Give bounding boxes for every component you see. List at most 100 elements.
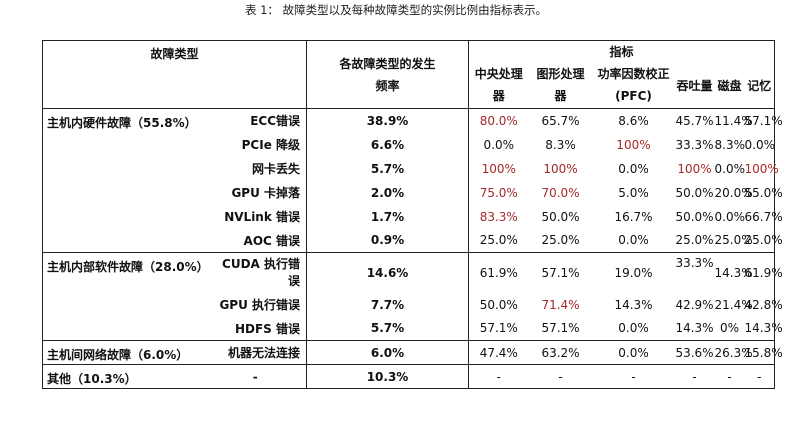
- metric-cell-pfc: 100%: [616, 137, 651, 152]
- metric-cell-thr: 45.7%: [675, 113, 714, 128]
- metric-cell-pfc: 8.6%: [618, 113, 649, 128]
- table-caption: 表 1： 故障类型以及每种故障类型的实例比例由指标表示。: [244, 3, 548, 17]
- occurrence-rate-cell: 0.9%: [306, 228, 470, 253]
- header-memory: 记忆: [744, 62, 776, 109]
- metric-cell-cpu: 61.9%: [479, 265, 518, 280]
- header-cpu: 中央处理器: [468, 62, 529, 109]
- occurrence-rate-cell: 6.0%: [306, 340, 470, 365]
- metric-cell-disk: 21.4%: [714, 297, 753, 312]
- metric-cell-thr: 42.9%: [675, 297, 714, 312]
- metric-cell-gpu: 57.1%: [541, 265, 580, 280]
- table-row: AOC 错误 0.9% 25.0% 25.0% 0.0% 25.0% 25.0% 25.0%: [43, 228, 783, 253]
- metric-cell-disk: 8.3%: [714, 137, 746, 152]
- metric-cell-pfc: -: [592, 364, 675, 389]
- metric-cell-thr: 100%: [677, 161, 712, 176]
- metric-cell-gpu: 100%: [543, 161, 578, 176]
- metric-cell-pfc: 16.7%: [614, 209, 653, 224]
- metric-cell-mem: 100%: [744, 156, 779, 181]
- metric-cell-mem: -: [744, 364, 776, 389]
- occurrence-rate-cell: 14.6%: [306, 252, 470, 293]
- fault-subtype-label: 机器无法连接: [210, 340, 308, 365]
- table-row: NVLink 错误 1.7% 83.3% 50.0% 16.7% 50.0% 0.0% 66.…: [43, 204, 783, 229]
- metric-cell-mem: 42.8%: [744, 292, 783, 317]
- fault-subtype-label: NVLink 错误: [210, 204, 308, 229]
- metric-cell-thr: 14.3%: [674, 316, 715, 341]
- fault-metrics-table: 故障类型 各故障类型的发生频率 指标 中央处理器 图形处理器 功率因数校正 (P…: [41, 40, 783, 389]
- metric-cell-cpu: 50.0%: [479, 297, 518, 312]
- metric-cell-disk: -: [714, 364, 745, 389]
- occurrence-rate-cell: 6.6%: [306, 132, 470, 157]
- table-row: GPU 卡掉落 2.0% 75.0% 70.0% 5.0% 50.0% 20.0% 55.0%: [43, 180, 783, 205]
- header-pfc: 功率因数校正 (PFC): [592, 62, 675, 109]
- metric-cell-cpu: 100%: [481, 161, 516, 176]
- metric-cell-disk: 0.0%: [714, 161, 746, 176]
- fault-subtype-label: ECC错误: [210, 108, 308, 133]
- fault-category-label: 主机间网络故障（6.0%）: [42, 340, 211, 365]
- metric-cell-mem: 61.9%: [744, 252, 783, 293]
- header-rate: 各故障类型的发生频率: [306, 40, 470, 109]
- metric-cell-gpu: 70.0%: [541, 185, 580, 200]
- metric-cell-gpu: 71.4%: [541, 297, 580, 312]
- metric-cell-pfc: 0.0%: [592, 316, 675, 341]
- metric-cell-thr: -: [674, 364, 715, 389]
- table-row: 其他（10.3%） -10.3% - - - - - -: [42, 364, 776, 389]
- fault-subtype-label: CUDA 执行错误: [210, 252, 308, 293]
- metric-cell-gpu: 57.1%: [528, 316, 593, 341]
- fault-subtype-label: PCIe 降级: [210, 132, 308, 157]
- table-row: PCIe 降级 6.6% 0.0% 8.3% 100% 33.3% 8.3% 0.0%: [43, 132, 776, 157]
- occurrence-rate-cell: 1.7%: [306, 204, 470, 229]
- metric-cell-mem: 25.0%: [744, 228, 783, 253]
- metric-cell-mem: 0.0%: [744, 132, 776, 157]
- metric-cell-disk: 0.0%: [714, 209, 746, 224]
- metric-cell-mem: 57.1%: [744, 108, 783, 133]
- header-throughput: 吞吐量: [674, 62, 715, 109]
- metric-cell-cpu: 47.4%: [468, 340, 529, 365]
- metric-cell-cpu: 57.1%: [468, 316, 529, 341]
- table-row: 主机内部软件故障（28.0%） CUDA 执行错误 14.6% 61.9% 57.1% 1…: [42, 252, 783, 341]
- header-metrics: 指标: [468, 40, 776, 63]
- header-gpu: 图形处理器: [528, 62, 593, 109]
- metric-cell-pfc: 0.0%: [592, 340, 675, 365]
- metric-cell-disk: 20.0%: [714, 185, 753, 200]
- occurrence-rate-cell: 5.7%: [306, 156, 470, 181]
- metric-cell-disk: 25.0%: [714, 228, 753, 253]
- metric-cell-mem: 66.7%: [744, 204, 783, 229]
- metric-cell-pfc: 0.0%: [592, 228, 675, 253]
- metric-cell-pfc: 14.3%: [614, 297, 653, 312]
- metric-cell-disk: 26.3%: [714, 340, 753, 365]
- table-row: GPU 执行错误 7.7% 50.0% 71.4% 14.3% 42.9% 21.4% 42.…: [43, 292, 783, 317]
- metric-cell-thr: 50.0%: [675, 209, 714, 224]
- metric-cell-mem: 14.3%: [744, 316, 783, 341]
- metric-cell-cpu: -: [468, 364, 529, 389]
- metric-cell-pfc: 0.0%: [618, 161, 649, 176]
- metric-cell-gpu: 50.0%: [541, 209, 580, 224]
- metric-cell-cpu: 25.0%: [468, 228, 529, 253]
- fault-subtype-label: -: [210, 364, 308, 389]
- occurrence-rate-cell: 7.7%: [306, 292, 470, 317]
- metric-cell-thr: 33.3%: [675, 256, 714, 270]
- metric-cell-mem: 15.8%: [744, 340, 783, 365]
- metric-cell-pfc: 19.0%: [614, 265, 653, 280]
- metric-cell-gpu: -: [528, 364, 593, 389]
- metric-cell-gpu: 8.3%: [545, 137, 576, 152]
- metric-cell-thr: 53.6%: [674, 340, 715, 365]
- metric-cell-mem: 55.0%: [744, 180, 783, 205]
- header-fault-type: 故障类型: [41, 40, 308, 109]
- metric-cell-cpu: 80.0%: [479, 113, 518, 128]
- metric-cell-gpu: 65.7%: [541, 113, 580, 128]
- metric-cell-disk: 14.3%: [714, 265, 753, 280]
- table-row: 主机内硬件故障（55.8%） ECC错误 38.9% 80.0% 65.7% 8.6% 45…: [42, 108, 783, 253]
- fault-subtype-label: GPU 执行错误: [210, 292, 308, 317]
- fault-category-label: 其他（10.3%）: [42, 364, 211, 389]
- metric-cell-thr: 33.3%: [675, 137, 714, 152]
- metric-cell-pfc: 5.0%: [618, 185, 649, 200]
- fault-subtype-label: HDFS 错误: [210, 316, 308, 341]
- table-row: 网卡丢失 5.7% 100% 100% 0.0% 100% 0.0% 100%: [43, 156, 779, 181]
- metric-cell-disk: 11.4%: [714, 113, 753, 128]
- metric-cell-cpu: 0.0%: [483, 137, 515, 152]
- occurrence-rate-cell: 10.3%: [306, 364, 470, 389]
- table-row: 主机间网络故障（6.0%） 机器无法连接 6.0% 47.4% 63.2% 0.0% 53.…: [42, 340, 783, 365]
- metric-cell-gpu: 63.2%: [528, 340, 593, 365]
- fault-category-label: 主机内硬件故障（55.8%）: [42, 108, 211, 253]
- header-disk: 磁盘: [714, 62, 745, 109]
